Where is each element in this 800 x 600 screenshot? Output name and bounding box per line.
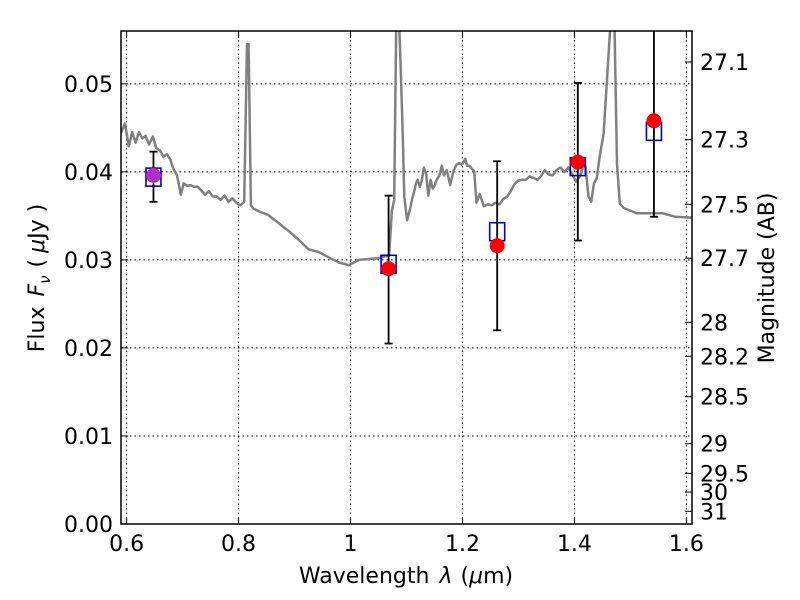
grid — [121, 31, 692, 524]
mag-tick-label: 27.7 — [700, 247, 749, 272]
mag-tick-label: 29 — [700, 433, 728, 458]
observed-point — [489, 238, 505, 254]
mag-tick-label: 27.1 — [700, 51, 749, 76]
x-tick-label: 0.6 — [109, 532, 144, 557]
observed-point — [381, 261, 397, 277]
y-tick-label: 0.02 — [64, 337, 113, 362]
observed-point — [145, 167, 161, 183]
y-tick-label: 0.01 — [64, 425, 113, 450]
mag-tick-label: 28.2 — [700, 345, 749, 370]
mag-tick-label: 28 — [700, 311, 728, 336]
mag-tick-label: 28.5 — [700, 386, 749, 411]
y-tick-label: 0.04 — [64, 161, 113, 186]
model-sed-line — [121, 31, 692, 267]
mag-tick-label: 29.5 — [700, 462, 749, 487]
observed-point — [570, 154, 586, 170]
y-tick-label: 0.05 — [64, 73, 113, 98]
mag-tick-label: 27.5 — [700, 193, 749, 218]
x-tick-label: 1.4 — [557, 532, 592, 557]
y-tick-label: 0.03 — [64, 249, 113, 274]
x-axis-label: Wavelength λ (μm) — [299, 564, 513, 589]
y2-axis-label: Magnitude (AB) — [755, 193, 780, 364]
x-tick-label: 1 — [344, 532, 358, 557]
mag-tick-label: 31 — [700, 500, 728, 525]
mag-tick-label: 27.3 — [700, 129, 749, 154]
mag-tick-label: 30 — [700, 481, 728, 506]
plot-data — [121, 31, 692, 345]
y-axis-label: FluxFν(μJy ) — [25, 204, 54, 352]
x-tick-label: 1.2 — [445, 532, 480, 557]
ticks: 0.6 0.8 1 1.2 1.4 1.6 0.00 0.01 0.02 0.03 0.04 0.05… — [64, 31, 749, 557]
y-tick-label: 0.00 — [64, 513, 113, 538]
plot-frame — [120, 30, 693, 525]
observed-point — [646, 113, 662, 129]
x-tick-label: 1.6 — [669, 532, 704, 557]
x-tick-label: 0.8 — [221, 532, 256, 557]
